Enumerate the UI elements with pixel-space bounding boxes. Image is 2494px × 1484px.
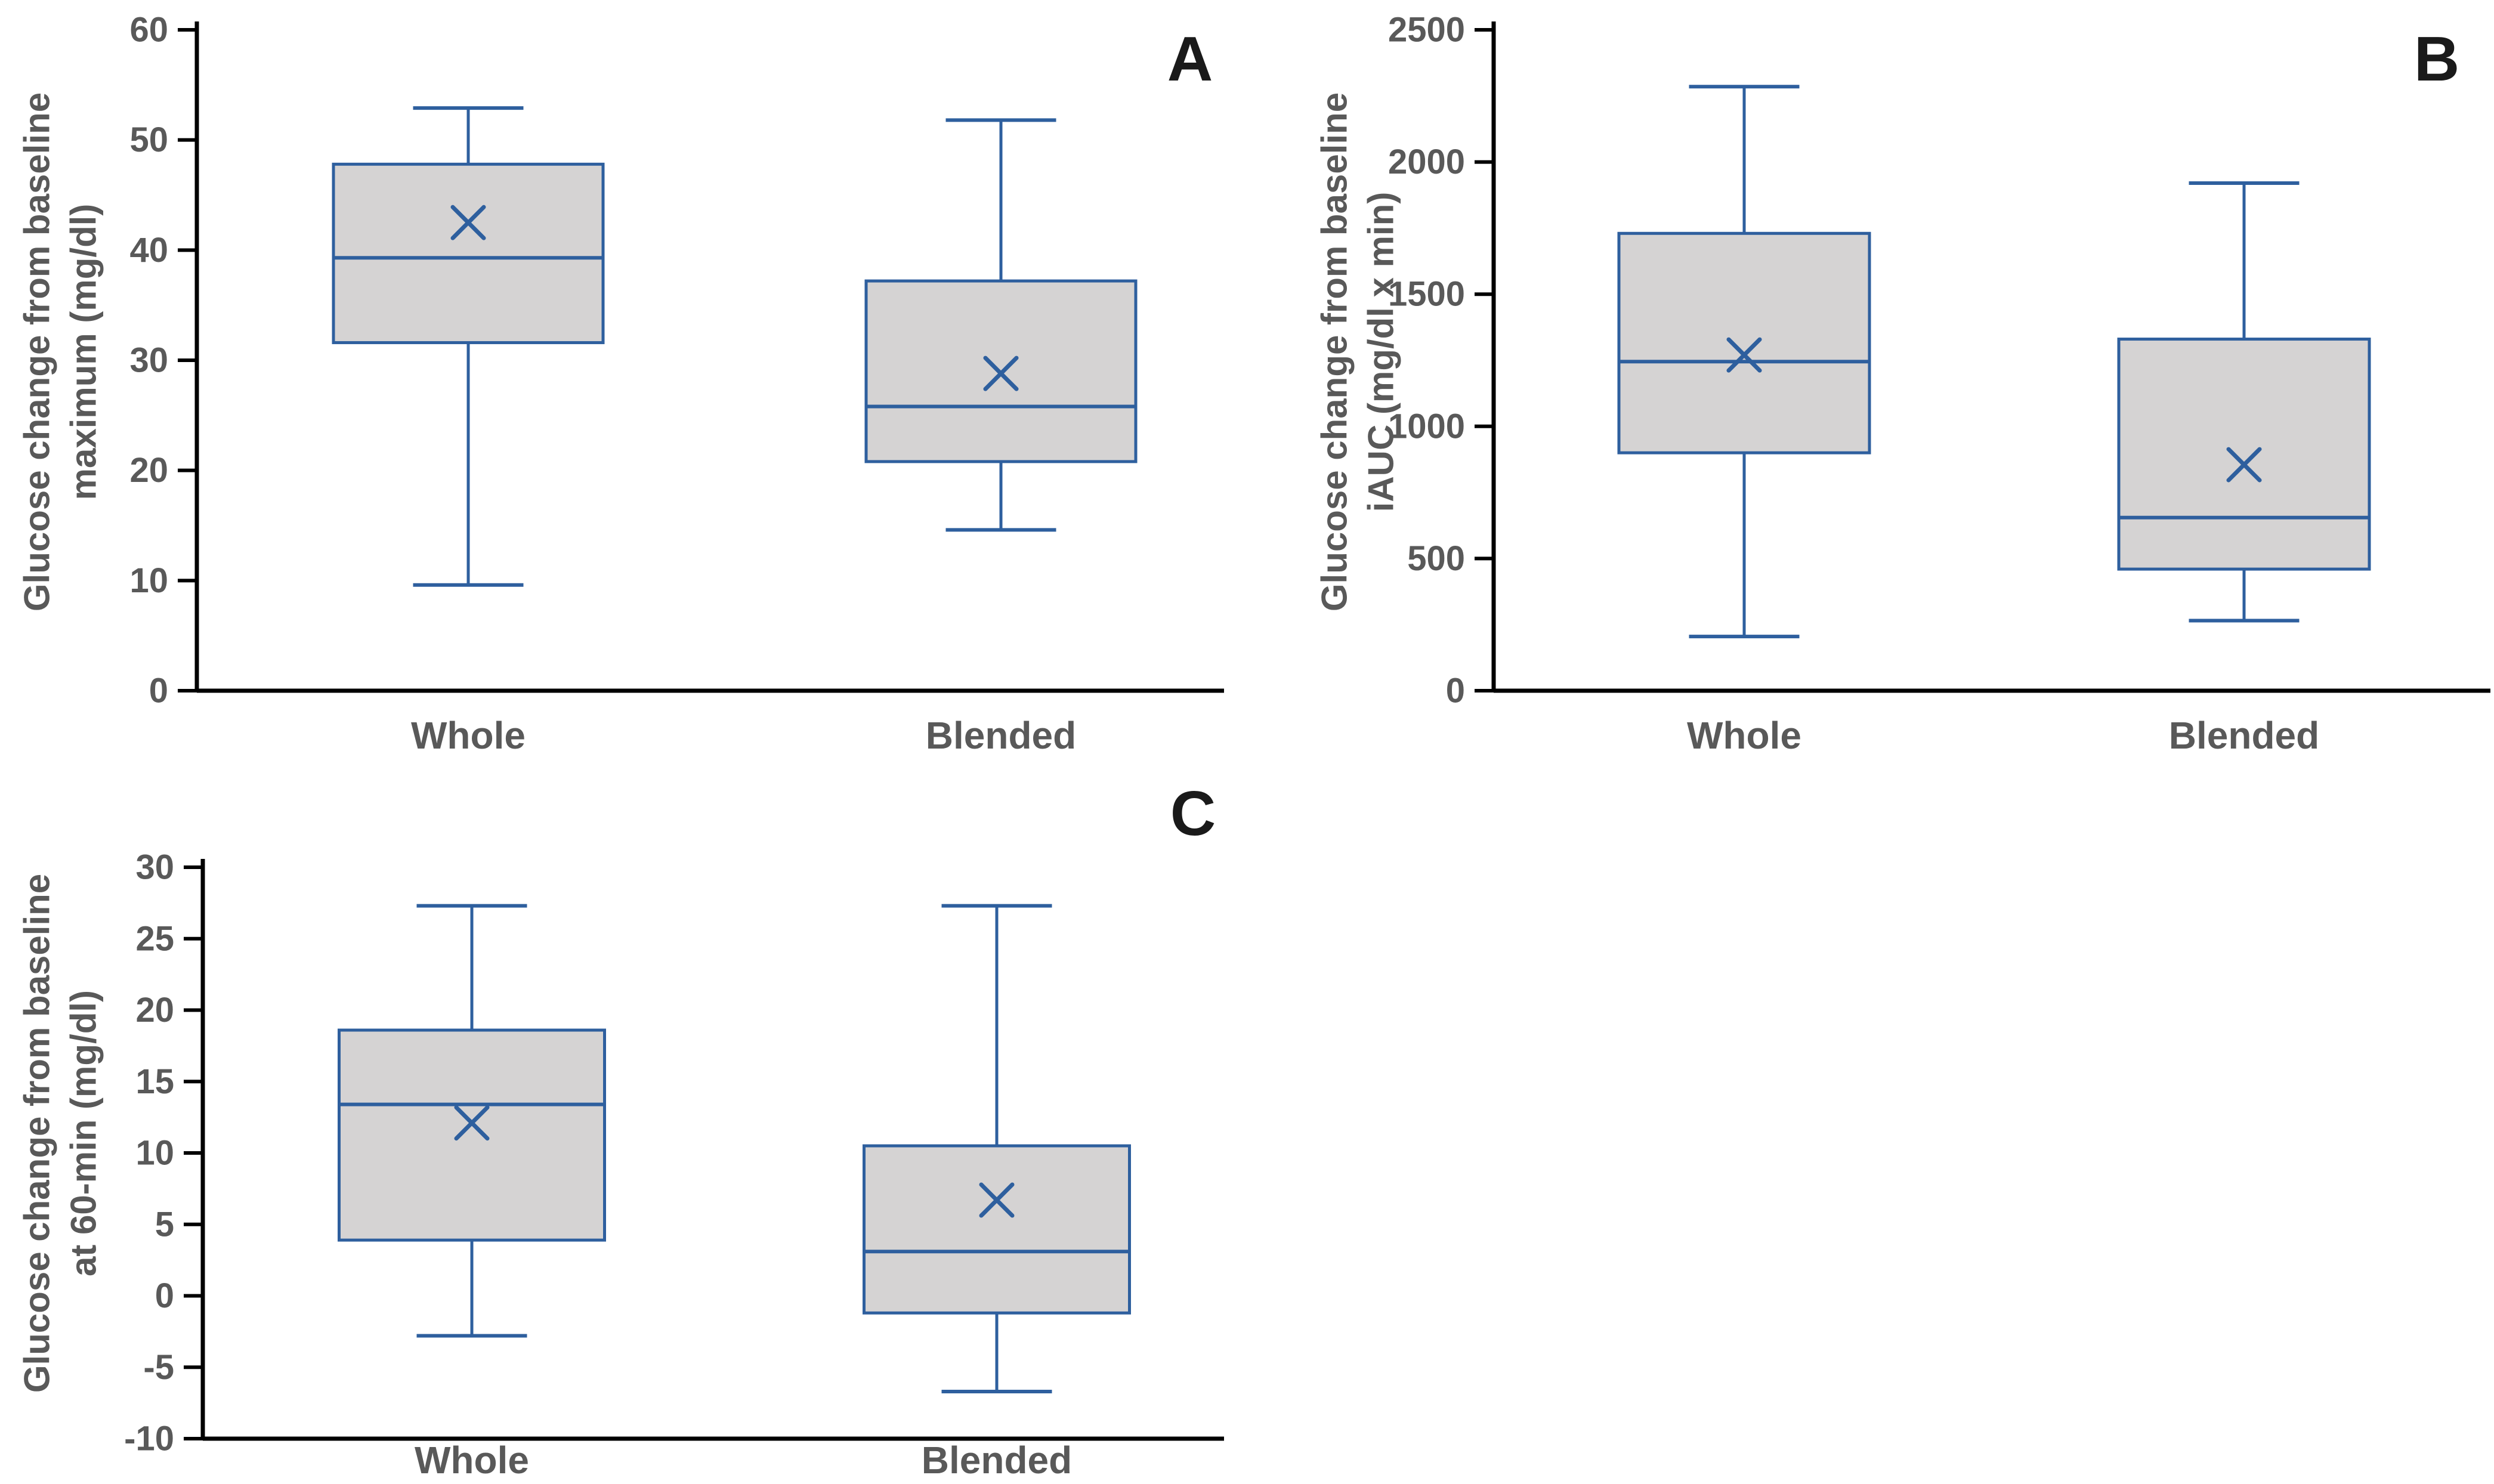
y-axis-title-line: Glucose change from baseline [1315,92,1355,611]
iqr-box [1617,231,1871,455]
category-label: Blended [926,714,1076,757]
mean-x-marker [1726,337,1762,373]
y-axis-title: Glucose change from baseline at 60-min (m… [17,874,104,1393]
mean-x-marker [454,1105,490,1141]
y-tick-label: 15 [135,1062,174,1101]
y-tick-label: 60 [129,11,168,50]
box-group-blended [2117,181,2371,623]
y-tick-label: 500 [1407,539,1465,578]
box-group-blended [864,118,1138,532]
category-label: Blended [922,1439,1072,1482]
y-tick-label: 0 [1446,672,1465,710]
mean-x-marker [450,205,486,240]
y-tick-label: 1500 [1388,275,1465,314]
iqr-box [2117,338,2371,571]
y-axis-title: Glucose change from baseline iAUC (mg/dl … [1315,92,1401,611]
panel-letter: B [2414,24,2460,94]
y-tick-label: 20 [129,451,168,490]
box-group-blended [863,904,1131,1393]
boxplot-svg-c: -10 -5 0 5 10 15 20 25 30 Glucose change from bas… [17,778,1224,1482]
iqr-box [863,1144,1131,1315]
y-tick-label: 25 [135,919,174,958]
y-tick-label: 2500 [1388,11,1465,50]
panel-b: 0 500 1000 1500 2000 2500 Glucose change from … [1250,0,2494,769]
y-axis-title-line: maximum (mg/dl) [64,204,104,500]
y-tick-label: 30 [129,341,168,380]
iqr-box [338,1028,606,1242]
panel-letter: C [1170,778,1216,849]
y-tick-label: 10 [135,1134,174,1173]
boxplot-svg-b: 0 500 1000 1500 2000 2500 Glucose change from … [1315,11,2490,757]
category-label: Whole [1687,714,1801,757]
y-tick-label: 20 [135,991,174,1029]
y-tick-label: 10 [129,561,168,600]
iqr-box [332,162,605,344]
y-tick-label: 1000 [1388,407,1465,446]
y-tick-label: 50 [129,120,168,159]
y-axis-title-line: iAUC (mg/dl x min) [1361,192,1401,512]
panel-a: 0 10 20 30 40 50 60 Glucose change from baselin… [0,0,1250,769]
y-tick-label: 40 [129,231,168,270]
category-label: Whole [411,714,526,757]
category-label: Whole [415,1439,529,1482]
y-axis-title: Glucose change from baseline maximum (mg/… [17,92,104,611]
y-tick-label: 5 [155,1205,174,1244]
y-tick-label: 2000 [1388,143,1465,181]
boxplot-svg-a: 0 10 20 30 40 50 60 Glucose change from baselin… [17,11,1224,757]
panel-c: -10 -5 0 5 10 15 20 25 30 Glucose change from bas… [0,769,1250,1484]
y-tick-label: -5 [143,1348,174,1387]
y-tick-label: 30 [135,848,174,887]
mean-x-marker [2226,447,2262,483]
mean-x-marker [979,1182,1015,1218]
box-group-whole [1617,85,1871,639]
y-axis-title-line: Glucose change from baseline [17,92,57,611]
y-axis-title-line: Glucose change from baseline [17,874,57,1393]
y-axis-title-line: at 60-min (mg/dl) [64,990,104,1276]
mean-x-marker [983,355,1019,391]
box-group-whole [332,106,605,587]
category-label: Blended [2169,714,2319,757]
box-group-whole [338,904,606,1338]
y-tick-label: 0 [149,672,168,710]
panel-letter: A [1167,24,1213,94]
y-tick-label: 0 [155,1276,174,1315]
y-tick-label: -10 [124,1420,174,1458]
